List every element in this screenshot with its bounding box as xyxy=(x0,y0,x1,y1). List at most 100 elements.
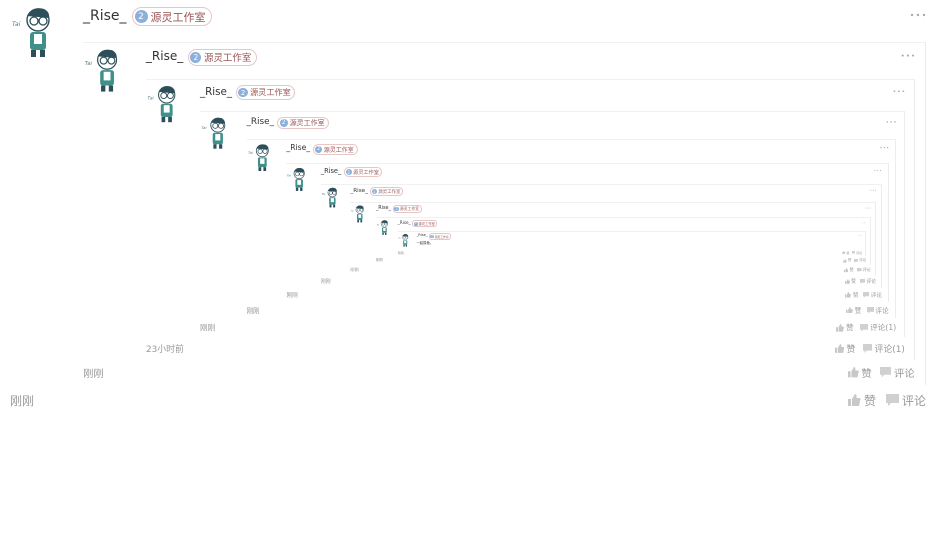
reply-label: 评论 xyxy=(870,293,882,300)
avatar xyxy=(200,115,233,151)
reply-button[interactable]: 评论 xyxy=(866,305,889,315)
like-icon xyxy=(844,279,850,285)
badge-org: 源灵工作室 xyxy=(204,53,252,65)
badge-level: 2 xyxy=(279,118,288,128)
actions: 赞 评论 xyxy=(843,267,871,273)
author-name[interactable]: _Rise_ xyxy=(199,85,233,98)
badge-level: 2 xyxy=(371,189,378,195)
author-name[interactable]: _Rise_ xyxy=(397,219,411,225)
like-button[interactable]: 赞 xyxy=(844,278,856,286)
reply-button[interactable]: 评论 xyxy=(854,258,866,263)
comment: _Rise_ 2 源灵工作室 _Rise_ 2 源灵工作室 _Rise_ 2 源灵工作室 _Ris… xyxy=(10,6,926,415)
comment: _Rise_ 2 源灵工作室 _Rise_ 2 源灵工作室 _Rise_ 2 源灵工作室 _Ris… xyxy=(83,48,915,385)
reply-button[interactable]: 评论 xyxy=(852,250,862,255)
actions: 赞 评论 xyxy=(845,305,889,316)
author-name[interactable]: _Rise_ xyxy=(83,8,127,24)
avatar xyxy=(398,233,411,247)
reply-label: 评论 xyxy=(901,393,926,408)
more-button[interactable] xyxy=(910,12,926,18)
comment-content: 一起摸鱼。 xyxy=(416,240,434,245)
badge-org: 源灵工作室 xyxy=(418,222,435,227)
like-button[interactable]: 赞 xyxy=(843,258,851,263)
like-button[interactable]: 赞 xyxy=(843,267,854,273)
comment-header: _Rise_ 2 源灵工作室 xyxy=(398,233,863,242)
reply-icon xyxy=(852,250,856,254)
author-name[interactable]: _Rise_ xyxy=(145,49,184,64)
like-icon xyxy=(842,250,846,254)
like-button[interactable]: 赞 xyxy=(842,250,849,255)
author-name[interactable]: _Rise_ xyxy=(416,233,428,238)
user-badge: 2 源灵工作室 xyxy=(370,187,404,197)
like-button[interactable]: 赞 xyxy=(845,290,859,299)
comment: _Rise_ 2 源灵工作室 _Rise_ 2 源灵工作室 _Rise_ 2 源灵工作室 _Ris… xyxy=(247,143,889,318)
like-icon xyxy=(847,367,859,378)
reply-icon xyxy=(885,394,899,407)
comment-footer: 刚刚 赞 评论 xyxy=(247,302,889,318)
author-name[interactable]: _Rise_ xyxy=(375,204,391,211)
like-icon xyxy=(835,324,844,332)
reply-label: 评论 xyxy=(859,258,867,263)
more-button[interactable] xyxy=(865,207,871,209)
like-label: 赞 xyxy=(854,307,862,316)
like-button[interactable]: 赞 xyxy=(845,305,862,316)
like-label: 赞 xyxy=(851,279,856,286)
badge-org: 源灵工作室 xyxy=(434,234,449,239)
like-icon xyxy=(843,268,849,273)
reply-button[interactable]: 评论 xyxy=(880,365,915,380)
like-label: 赞 xyxy=(846,250,850,255)
comment: _Rise_ 2 源灵工作室 _Rise_ 2 源灵工作室 _Rise_ 2 源灵工作室 _Ris… xyxy=(286,167,882,302)
comment-time: 刚刚 xyxy=(320,279,331,286)
avatar xyxy=(10,4,62,60)
user-badge: 2 源灵工作室 xyxy=(412,220,438,228)
author-name[interactable]: _Rise_ xyxy=(246,116,275,127)
like-button[interactable]: 赞 xyxy=(847,365,872,380)
more-button[interactable] xyxy=(874,169,882,172)
actions: 赞 评论 xyxy=(847,365,915,380)
author-name[interactable]: _Rise_ xyxy=(320,166,342,175)
badge-org: 源灵工作室 xyxy=(150,10,206,24)
comment-time: 刚刚 xyxy=(83,367,104,380)
more-button[interactable] xyxy=(901,53,915,58)
replies: _Rise_ 2 源灵工作室 一起摸鱼。刚刚 赞 评论 xyxy=(397,230,867,257)
badge-org: 源灵工作室 xyxy=(250,87,291,98)
comment-footer: 刚刚 赞 评论 xyxy=(350,265,871,275)
author-name[interactable]: _Rise_ xyxy=(286,143,311,153)
badge-level: 2 xyxy=(394,206,399,212)
user-badge: 2 源灵工作室 xyxy=(235,85,296,100)
more-button[interactable] xyxy=(893,89,905,93)
comment-header: _Rise_ 2 源灵工作室 xyxy=(321,187,876,202)
comment: _Rise_ 2 源灵工作室 _Rise_ 2 源灵工作室 _Rise_ 2 源灵工作室 _Ris… xyxy=(200,115,897,337)
reply-label: 评论 xyxy=(862,267,871,273)
user-badge: 2 源灵工作室 xyxy=(187,49,257,66)
reply-button[interactable]: 评论(1) xyxy=(859,322,896,333)
comment-header: _Rise_ 2 源灵工作室 xyxy=(350,205,871,218)
more-button[interactable] xyxy=(869,189,876,192)
comment-header: _Rise_ 2 源灵工作室 xyxy=(247,143,889,163)
reply-button[interactable]: 评论 xyxy=(860,278,876,285)
user-badge: 2 源灵工作室 xyxy=(277,116,329,130)
comment-time: 刚刚 xyxy=(397,250,404,255)
author-name[interactable]: _Rise_ xyxy=(350,188,368,194)
replies: _Rise_ 2 源灵工作室 _Rise_ 2 源灵工作室 _Rise_ 2 源灵工作室 一起摸鱼… xyxy=(350,201,877,276)
more-button[interactable] xyxy=(880,146,889,149)
like-button[interactable]: 赞 xyxy=(835,322,854,333)
more-button[interactable] xyxy=(861,222,867,224)
more-button[interactable] xyxy=(858,235,863,237)
replies: _Rise_ 2 源灵工作室 _Rise_ 2 源灵工作室 _Rise_ 2 源灵工作室 _Ris… xyxy=(145,79,915,360)
badge-org: 源灵工作室 xyxy=(378,189,401,195)
reply-icon xyxy=(854,258,859,263)
like-button[interactable]: 赞 xyxy=(847,392,876,409)
like-button[interactable]: 赞 xyxy=(834,342,855,355)
reply-button[interactable]: 评论 xyxy=(885,392,926,409)
reply-icon xyxy=(862,344,873,353)
reply-label: 评论 xyxy=(856,250,863,255)
reply-button[interactable]: 评论(1) xyxy=(862,342,905,355)
comment-time: 刚刚 xyxy=(286,293,298,300)
reply-button[interactable]: 评论 xyxy=(857,267,871,273)
more-button[interactable] xyxy=(886,120,896,124)
comment-footer: 刚刚 赞 评论 xyxy=(10,385,926,415)
reply-button[interactable]: 评论 xyxy=(863,290,882,299)
reply-label: 评论(1) xyxy=(874,344,905,355)
actions: 赞 评论 xyxy=(843,258,866,263)
comment: _Rise_ 2 源灵工作室 _Rise_ 2 源灵工作室 _Rise_ 2 源灵工作室 一起摸鱼… xyxy=(350,205,871,276)
